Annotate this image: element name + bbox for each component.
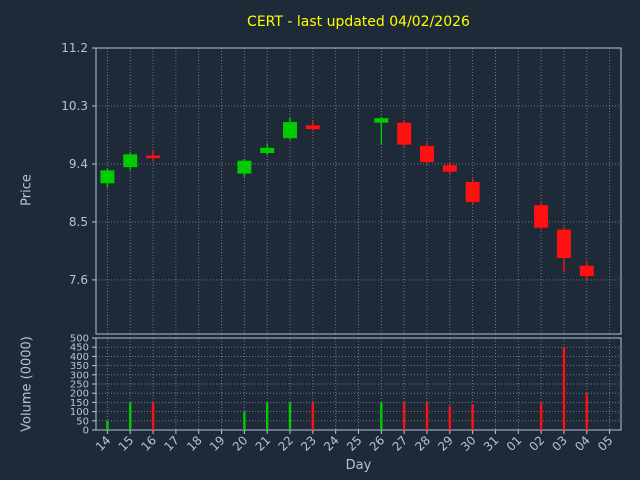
volume-bar bbox=[448, 406, 452, 430]
x-tick-label: 21 bbox=[253, 433, 274, 454]
volume-tick-label: 400 bbox=[70, 352, 89, 363]
candle-body bbox=[579, 265, 594, 277]
x-tick-label: 23 bbox=[298, 433, 319, 454]
candle-body bbox=[442, 165, 457, 172]
x-tick-label: 14 bbox=[93, 433, 114, 454]
volume-bar bbox=[265, 402, 269, 430]
price-tick-label: 9.4 bbox=[69, 157, 88, 171]
x-tick-label: 01 bbox=[504, 433, 525, 454]
candle-body bbox=[374, 118, 389, 123]
x-tick-label: 03 bbox=[549, 433, 570, 454]
x-tick-label: 28 bbox=[412, 433, 433, 454]
volume-bar bbox=[288, 402, 292, 430]
volume-tick-label: 0 bbox=[83, 426, 89, 437]
x-tick-label: 24 bbox=[321, 433, 342, 454]
volume-bar bbox=[151, 402, 155, 430]
volume-tick-label: 150 bbox=[70, 398, 89, 409]
x-tick-label: 05 bbox=[595, 433, 616, 454]
volume-tick-label: 100 bbox=[70, 407, 89, 418]
volume-bar bbox=[311, 402, 315, 430]
x-tick-label: 19 bbox=[207, 433, 228, 454]
candle-body bbox=[123, 154, 138, 168]
volume-bar bbox=[471, 404, 474, 430]
candle-body bbox=[419, 145, 434, 163]
volume-bar bbox=[129, 402, 132, 430]
x-tick-label: 02 bbox=[527, 433, 548, 454]
volume-tick-label: 500 bbox=[70, 334, 89, 345]
volume-tick-label: 50 bbox=[76, 416, 89, 427]
volume-bar bbox=[425, 402, 429, 430]
volume-bar bbox=[380, 402, 383, 430]
volume-tick-label: 300 bbox=[70, 370, 89, 381]
candle-body bbox=[146, 155, 161, 159]
x-tick-label: 30 bbox=[458, 433, 479, 454]
candle-body bbox=[556, 229, 571, 258]
day-axis-label: Day bbox=[345, 458, 372, 473]
x-tick-label: 16 bbox=[138, 433, 159, 454]
candle-body bbox=[465, 181, 480, 202]
chart-title: CERT - last updated 04/02/2026 bbox=[247, 14, 470, 30]
x-tick-label: 18 bbox=[184, 433, 205, 454]
x-tick-label: 20 bbox=[230, 433, 251, 454]
candle-body bbox=[237, 160, 252, 174]
volume-tick-label: 250 bbox=[70, 380, 89, 391]
candle-body bbox=[534, 205, 549, 228]
x-tick-label: 22 bbox=[275, 433, 296, 454]
volume-tick-label: 450 bbox=[70, 343, 89, 354]
price-panel-border bbox=[95, 47, 622, 335]
candle-body bbox=[260, 147, 275, 153]
x-tick-label: 26 bbox=[367, 433, 388, 454]
price-tick-label: 8.5 bbox=[69, 215, 88, 229]
candle-body bbox=[283, 122, 298, 139]
x-tick-label: 25 bbox=[344, 433, 365, 454]
x-tick-label: 27 bbox=[390, 433, 411, 454]
volume-bar bbox=[562, 347, 566, 430]
x-tick-label: 15 bbox=[116, 433, 137, 454]
candle-body bbox=[100, 170, 115, 184]
price-tick-label: 10.3 bbox=[61, 99, 88, 113]
volume-bar bbox=[402, 402, 406, 430]
x-tick-label: 31 bbox=[481, 433, 502, 454]
candle-body bbox=[305, 125, 320, 130]
candle-body bbox=[397, 122, 412, 145]
volume-bar bbox=[243, 411, 246, 430]
volume-tick-label: 200 bbox=[70, 389, 89, 400]
volume-panel-border bbox=[95, 337, 622, 431]
volume-axis-label: Volume (0000) bbox=[19, 336, 35, 432]
x-tick-label: 29 bbox=[435, 433, 456, 454]
volume-tick-label: 350 bbox=[70, 361, 89, 372]
price-tick-label: 7.6 bbox=[69, 273, 88, 287]
volume-bar bbox=[585, 393, 588, 430]
x-tick-label: 04 bbox=[572, 433, 593, 454]
volume-bar bbox=[539, 402, 543, 430]
price-axis-label: Price bbox=[19, 174, 35, 206]
volume-bar bbox=[106, 420, 109, 430]
x-tick-label: 17 bbox=[161, 433, 182, 454]
price-tick-label: 11.2 bbox=[61, 41, 88, 55]
